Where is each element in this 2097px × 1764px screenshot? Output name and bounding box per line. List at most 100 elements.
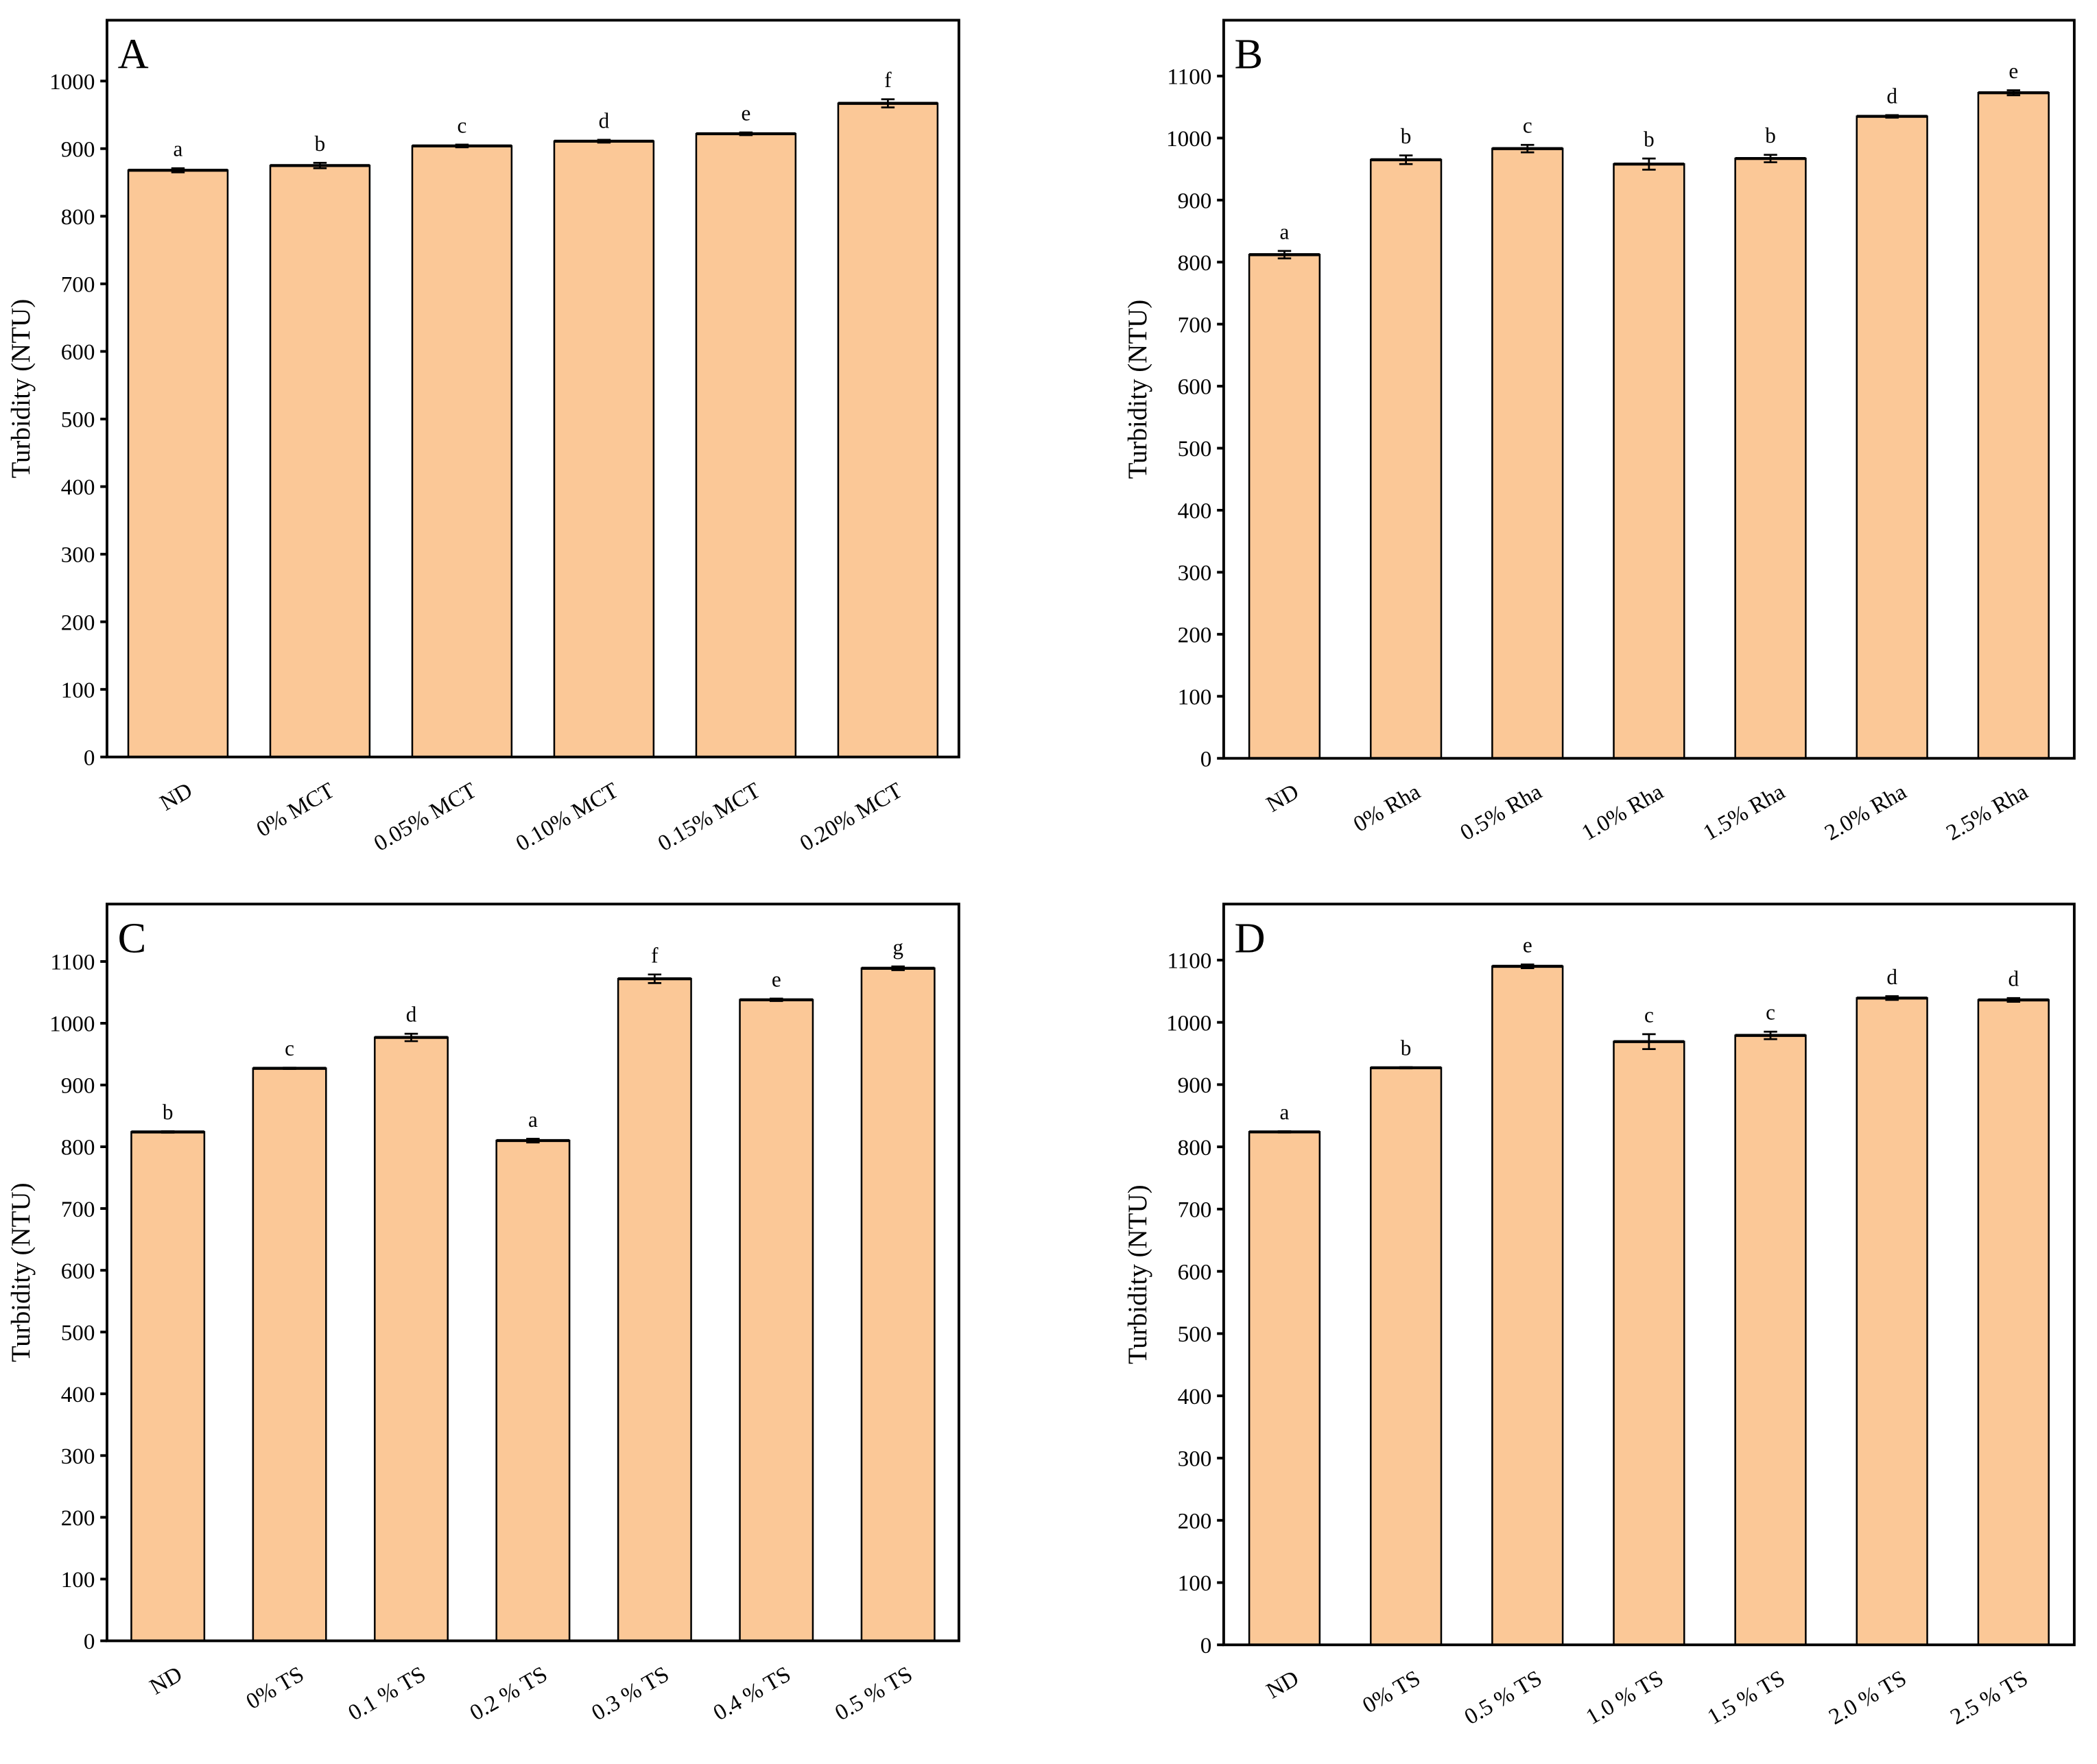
- bar: [1856, 115, 1928, 759]
- significance-letter: e: [1523, 933, 1532, 957]
- axes-frame: [1222, 903, 2076, 1647]
- error-bar: [1885, 995, 1899, 1001]
- error-bar: [1277, 1130, 1292, 1134]
- y-tick-label: 200: [1178, 1508, 1212, 1534]
- x-tick-label: 0.5 % TS: [1460, 1665, 1546, 1730]
- significance-letter: e: [772, 967, 781, 991]
- axes-frame: [106, 903, 960, 1643]
- x-tick-label: 0.2 % TS: [466, 1661, 552, 1726]
- y-tick-label: 0: [84, 745, 95, 770]
- bar: [739, 999, 814, 1642]
- x-tick-label: 1.0 % TS: [1582, 1665, 1668, 1730]
- bar: [860, 967, 936, 1642]
- y-tick-label: 400: [61, 475, 95, 500]
- error-bar: [1642, 1033, 1656, 1051]
- bar: [1856, 997, 1928, 1646]
- significance-letter: a: [1280, 1100, 1290, 1124]
- y-tick-label: 700: [1178, 312, 1212, 337]
- y-tick-label: 200: [61, 610, 95, 635]
- error-bar: [313, 162, 327, 169]
- bar: [1613, 1040, 1685, 1646]
- bar: [374, 1036, 449, 1642]
- significance-letter: c: [1644, 1003, 1654, 1027]
- significance-letter: d: [1886, 965, 1897, 989]
- y-tick-label: 900: [1178, 188, 1212, 213]
- x-tick-label: 1.5% Rha: [1699, 779, 1790, 846]
- error-bar: [161, 1130, 175, 1134]
- error-bar: [1764, 154, 1777, 163]
- x-tick-label: 2.5% Rha: [1942, 779, 2033, 846]
- error-bar: [171, 167, 185, 174]
- bar: [1977, 92, 2050, 759]
- x-tick-label: 0% TS: [1358, 1665, 1425, 1718]
- x-tick-label: 0% TS: [242, 1661, 309, 1714]
- error-bar: [455, 143, 469, 149]
- y-tick-label: 1100: [50, 950, 95, 975]
- bar: [1248, 1131, 1321, 1646]
- x-tick-label: ND: [145, 1661, 187, 1700]
- significance-letter: b: [315, 132, 326, 156]
- error-bar: [1885, 114, 1899, 119]
- error-bar: [739, 131, 753, 136]
- error-bar: [881, 98, 895, 108]
- error-bar: [283, 1066, 296, 1070]
- significance-letter: e: [741, 102, 750, 126]
- y-tick-label: 600: [61, 339, 95, 365]
- y-tick-label: 600: [1178, 1259, 1212, 1285]
- y-tick-label: 400: [61, 1382, 95, 1407]
- axes-frame: [1222, 19, 2076, 760]
- x-tick-label: ND: [1262, 779, 1303, 818]
- x-tick-label: 2.5 % TS: [1946, 1665, 2033, 1730]
- error-bar: [1520, 143, 1535, 154]
- bar: [617, 977, 692, 1642]
- significance-letter: d: [599, 108, 610, 132]
- bar: [1369, 1066, 1443, 1646]
- y-tick-label: 400: [1178, 1384, 1212, 1409]
- error-bar: [2006, 89, 2021, 97]
- y-tick-label: 900: [61, 1073, 95, 1099]
- bar: [127, 169, 229, 758]
- y-tick-label: 300: [61, 1444, 95, 1469]
- y-tick-label: 200: [1178, 622, 1212, 647]
- bar: [252, 1067, 327, 1642]
- y-tick-label: 1000: [49, 69, 95, 95]
- bar: [1734, 1034, 1807, 1646]
- chart-panel-D: a ND b 0% TS e 0.5 % TS c 1.0 % TS c 1.5 % TS d 2.0…: [1123, 903, 2076, 1730]
- y-axis-label: Turbidity (NTU): [1123, 300, 1152, 479]
- y-tick-label: 800: [1178, 250, 1212, 276]
- significance-letter: c: [1766, 1001, 1775, 1025]
- y-tick-label: 200: [61, 1505, 95, 1531]
- panel-label: B: [1234, 31, 1263, 78]
- y-tick-label: 900: [1178, 1073, 1212, 1098]
- y-tick-label: 700: [61, 272, 95, 298]
- bar: [1491, 965, 1564, 1646]
- significance-letter: f: [884, 68, 892, 92]
- x-tick-label: 2.0 % TS: [1825, 1665, 1911, 1730]
- significance-letter: d: [2008, 967, 2019, 991]
- y-tick-label: 800: [61, 204, 95, 230]
- bar: [1734, 157, 1807, 759]
- error-bar: [770, 997, 783, 1002]
- significance-letter: b: [1644, 128, 1655, 152]
- y-tick-label: 1000: [1166, 126, 1211, 152]
- bar: [269, 165, 371, 758]
- bar: [1977, 999, 2050, 1646]
- chart-panel-C: b ND c 0% TS d 0.1 % TS a 0.2 % TS f 0.3 % TS e 0.4…: [6, 903, 960, 1726]
- y-tick-label: 1000: [49, 1012, 95, 1037]
- error-bar: [648, 973, 662, 984]
- x-tick-label: 0.05% MCT: [370, 778, 481, 857]
- x-tick-label: 0.5% Rha: [1456, 779, 1546, 846]
- bar: [1369, 158, 1443, 759]
- y-tick-label: 500: [61, 407, 95, 433]
- x-tick-label: ND: [156, 778, 197, 816]
- y-tick-label: 700: [61, 1197, 95, 1222]
- y-tick-label: 1000: [1166, 1010, 1211, 1036]
- y-tick-label: 500: [1178, 436, 1212, 462]
- bar: [695, 132, 797, 758]
- error-bar: [1642, 157, 1656, 171]
- axes-frame: [106, 19, 960, 759]
- y-tick-label: 700: [1178, 1197, 1212, 1223]
- y-tick-label: 600: [61, 1259, 95, 1284]
- significance-letter: c: [285, 1036, 294, 1060]
- x-tick-label: 0.5 % TS: [831, 1661, 917, 1726]
